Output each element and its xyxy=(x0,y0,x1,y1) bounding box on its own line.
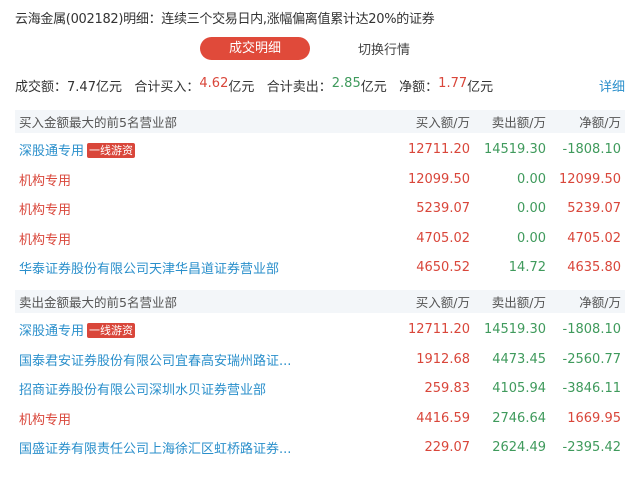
buy-amount: 12099.50 xyxy=(407,171,470,187)
total-buy-label: 合计买入： xyxy=(134,80,200,95)
header-sell: 卖出额/万 xyxy=(491,295,546,310)
branch-name-link[interactable]: 深股通专用 xyxy=(19,144,85,160)
view-tabs: 成交明细 切换行情 xyxy=(200,37,410,60)
table-row[interactable]: 机构专用 12099.50 0.00 12099.50 xyxy=(15,165,625,195)
buy-amount: 12711.20 xyxy=(407,142,470,158)
sell-amount: 4473.45 xyxy=(492,351,546,367)
sell-amount: 14.72 xyxy=(508,260,546,276)
table-row[interactable]: 深股通专用 一线游资 12711.20 14519.30 -1808.10 xyxy=(15,135,625,165)
table-row[interactable]: 华泰证券股份有限公司天津华昌道证券营业部 4650.52 14.72 4635.… xyxy=(15,253,625,283)
table-row[interactable]: 国泰君安证券股份有限公司宜春高安瑞州路证... 1912.68 4473.45 … xyxy=(15,345,625,375)
header-buy: 买入额/万 xyxy=(415,115,470,130)
unit: 亿元 xyxy=(228,80,255,95)
buy-amount: 1912.68 xyxy=(416,351,470,367)
table-header: 买入金额最大的前5名营业部 买入额/万 卖出额/万 净额/万 xyxy=(15,110,625,133)
sell-table: 卖出金额最大的前5名营业部 买入额/万 卖出额/万 净额/万 深股通专用 一线游资… xyxy=(15,290,625,463)
sell-amount: 4105.94 xyxy=(492,381,546,397)
table-row[interactable]: 机构专用 4416.59 2746.64 1669.95 xyxy=(15,404,625,434)
net-amount: -2560.77 xyxy=(562,351,621,367)
turnover-value: 7.47亿元 xyxy=(67,80,122,95)
buy-amount: 259.83 xyxy=(424,381,471,397)
net-amount: 4705.02 xyxy=(567,230,621,246)
unit: 亿元 xyxy=(360,80,387,95)
net-amount: -2395.42 xyxy=(562,440,621,456)
detail-link[interactable]: 详细 xyxy=(598,80,625,95)
table-header: 卖出金额最大的前5名营业部 买入额/万 卖出额/万 净额/万 xyxy=(15,290,625,313)
sell-amount: 0.00 xyxy=(517,171,546,187)
total-buy-value: 4.62 xyxy=(199,76,229,91)
sell-amount: 0.00 xyxy=(517,201,546,217)
sell-amount: 14519.30 xyxy=(483,142,546,158)
unit: 亿元 xyxy=(467,80,494,95)
total-sell-value: 2.85 xyxy=(331,76,361,91)
net-label: 净额： xyxy=(399,80,439,95)
tab-trade-detail[interactable]: 成交明细 xyxy=(200,37,310,60)
branch-name-link[interactable]: 招商证券股份有限公司深圳水贝证券营业部 xyxy=(19,383,267,399)
branch-name-link[interactable]: 国盛证券有限责任公司上海徐汇区虹桥路证券... xyxy=(19,442,292,458)
buy-amount: 4416.59 xyxy=(416,410,470,426)
branch-name-link[interactable]: 机构专用 xyxy=(19,203,72,219)
net-value: 1.77 xyxy=(438,76,468,91)
branch-tag-badge: 一线游资 xyxy=(87,323,136,339)
branch-name-link[interactable]: 机构专用 xyxy=(19,173,72,189)
sell-amount: 2624.49 xyxy=(492,440,546,456)
net-amount: -3846.11 xyxy=(562,381,621,397)
header-branch: 买入金额最大的前5名营业部 xyxy=(19,115,177,130)
net-amount: 5239.07 xyxy=(567,201,621,217)
sell-amount: 0.00 xyxy=(517,230,546,246)
net-amount: -1808.10 xyxy=(562,142,621,158)
sell-amount: 14519.30 xyxy=(483,322,546,338)
header-branch: 卖出金额最大的前5名营业部 xyxy=(19,295,177,310)
table-row[interactable]: 深股通专用 一线游资 12711.20 14519.30 -1808.10 xyxy=(15,315,625,345)
net-amount: 1669.95 xyxy=(567,410,621,426)
summary-bar: 成交额： 7.47亿元 合计买入： 4.62 亿元 合计卖出： 2.85 亿元 净额： 1.… xyxy=(15,76,625,95)
buy-amount: 4705.02 xyxy=(416,230,470,246)
branch-name-link[interactable]: 华泰证券股份有限公司天津华昌道证券营业部 xyxy=(19,262,280,278)
net-amount: 12099.50 xyxy=(558,171,621,187)
total-sell-label: 合计卖出： xyxy=(266,80,332,95)
table-row[interactable]: 国盛证券有限责任公司上海徐汇区虹桥路证券... 229.07 2624.49 -… xyxy=(15,433,625,463)
table-row[interactable]: 机构专用 4705.02 0.00 4705.02 xyxy=(15,224,625,254)
table-row[interactable]: 招商证券股份有限公司深圳水贝证券营业部 259.83 4105.94 -3846… xyxy=(15,374,625,404)
buy-table: 买入金额最大的前5名营业部 买入额/万 卖出额/万 净额/万 深股通专用 一线游资… xyxy=(15,110,625,283)
buy-amount: 229.07 xyxy=(424,440,471,456)
header-net: 净额/万 xyxy=(579,295,621,310)
branch-name-link[interactable]: 深股通专用 xyxy=(19,324,85,340)
page-title: 云海金属(002182)明细：连续三个交易日内,涨幅偏离值累计达20%的证券 xyxy=(15,12,435,27)
turnover-label: 成交额： xyxy=(15,80,68,95)
header-sell: 卖出额/万 xyxy=(491,115,546,130)
branch-name-link[interactable]: 国泰君安证券股份有限公司宜春高安瑞州路证... xyxy=(19,353,292,369)
buy-amount: 5239.07 xyxy=(416,201,470,217)
tab-switch-quote[interactable]: 切换行情 xyxy=(358,43,411,58)
buy-amount: 12711.20 xyxy=(407,322,470,338)
header-buy: 买入额/万 xyxy=(415,295,470,310)
branch-name-link[interactable]: 机构专用 xyxy=(19,232,72,248)
sell-amount: 2746.64 xyxy=(492,410,546,426)
branch-name-link[interactable]: 机构专用 xyxy=(19,412,72,428)
header-net: 净额/万 xyxy=(579,115,621,130)
net-amount: -1808.10 xyxy=(562,322,621,338)
net-amount: 4635.80 xyxy=(567,260,621,276)
branch-tag-badge: 一线游资 xyxy=(87,143,136,159)
table-row[interactable]: 机构专用 5239.07 0.00 5239.07 xyxy=(15,194,625,224)
buy-amount: 4650.52 xyxy=(416,260,470,276)
